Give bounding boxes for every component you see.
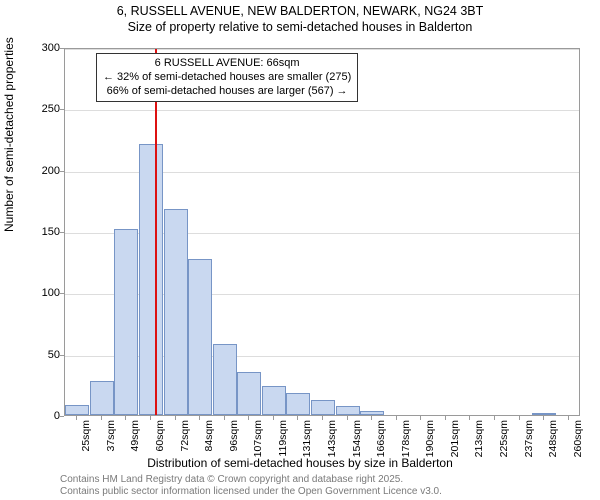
histogram-bar [139, 144, 163, 415]
x-tick-mark [150, 416, 151, 420]
histogram-bar [336, 406, 360, 415]
footer-line2: Contains public sector information licen… [60, 486, 442, 498]
histogram-bar [213, 344, 237, 415]
histogram-bar [262, 386, 286, 415]
x-tick-label: 37sqm [105, 420, 117, 460]
y-tick-label: 100 [30, 287, 60, 299]
x-tick-label: 237sqm [523, 420, 535, 460]
y-tick-mark [60, 109, 64, 110]
y-tick-mark [60, 293, 64, 294]
x-tick-mark [224, 416, 225, 420]
histogram-bar [188, 259, 212, 415]
annotation-line3: 66% of semi-detached houses are larger (… [103, 85, 351, 99]
x-tick-label: 60sqm [154, 420, 166, 460]
x-tick-mark [568, 416, 569, 420]
x-tick-label: 107sqm [252, 420, 264, 460]
footer-line1: Contains HM Land Registry data © Crown c… [60, 474, 442, 486]
x-tick-label: 72sqm [179, 420, 191, 460]
annotation-line2: ← 32% of semi-detached houses are smalle… [103, 71, 351, 85]
x-tick-mark [248, 416, 249, 420]
x-tick-label: 131sqm [301, 420, 313, 460]
x-tick-mark [297, 416, 298, 420]
x-tick-mark [420, 416, 421, 420]
x-tick-mark [273, 416, 274, 420]
y-tick-mark [60, 232, 64, 233]
chart-title-block: 6, RUSSELL AVENUE, NEW BALDERTON, NEWARK… [0, 0, 600, 35]
grid-line [65, 49, 579, 50]
x-tick-label: 225sqm [498, 420, 510, 460]
histogram-bar [360, 411, 384, 415]
y-tick-label: 300 [30, 42, 60, 54]
x-tick-label: 84sqm [203, 420, 215, 460]
x-tick-label: 166sqm [375, 420, 387, 460]
x-tick-mark [322, 416, 323, 420]
x-tick-mark [175, 416, 176, 420]
x-tick-mark [519, 416, 520, 420]
x-tick-label: 119sqm [277, 420, 289, 460]
histogram-bar [114, 229, 138, 415]
x-tick-mark [101, 416, 102, 420]
x-tick-mark [125, 416, 126, 420]
reference-marker-line [155, 49, 157, 415]
x-tick-mark [543, 416, 544, 420]
x-tick-label: 201sqm [449, 420, 461, 460]
x-tick-mark [445, 416, 446, 420]
x-tick-label: 49sqm [129, 420, 141, 460]
x-tick-mark [347, 416, 348, 420]
histogram-bar [164, 209, 188, 415]
y-tick-mark [60, 171, 64, 172]
x-tick-label: 96sqm [228, 420, 240, 460]
x-tick-label: 190sqm [424, 420, 436, 460]
x-tick-label: 154sqm [351, 420, 363, 460]
y-tick-label: 250 [30, 103, 60, 115]
y-tick-mark [60, 355, 64, 356]
x-tick-label: 248sqm [547, 420, 559, 460]
marker-annotation-box: 6 RUSSELL AVENUE: 66sqm ← 32% of semi-de… [96, 53, 358, 102]
y-tick-label: 0 [30, 410, 60, 422]
y-tick-label: 50 [30, 349, 60, 361]
chart-title-line2: Size of property relative to semi-detach… [0, 20, 600, 36]
histogram-bar [311, 400, 335, 415]
x-tick-mark [469, 416, 470, 420]
y-tick-mark [60, 48, 64, 49]
grid-line [65, 110, 579, 111]
x-tick-mark [396, 416, 397, 420]
y-tick-label: 200 [30, 165, 60, 177]
x-tick-label: 213sqm [473, 420, 485, 460]
x-tick-label: 25sqm [80, 420, 92, 460]
histogram-bar [286, 393, 310, 415]
x-tick-label: 178sqm [400, 420, 412, 460]
histogram-bar [65, 405, 89, 415]
x-tick-mark [76, 416, 77, 420]
chart-title-line1: 6, RUSSELL AVENUE, NEW BALDERTON, NEWARK… [0, 4, 600, 20]
x-tick-label: 260sqm [572, 420, 584, 460]
annotation-line1: 6 RUSSELL AVENUE: 66sqm [103, 57, 351, 71]
x-tick-mark [494, 416, 495, 420]
x-tick-mark [199, 416, 200, 420]
y-axis-label: Number of semi-detached properties [2, 37, 16, 232]
histogram-plot-area: 6 RUSSELL AVENUE: 66sqm ← 32% of semi-de… [64, 48, 580, 416]
y-tick-label: 150 [30, 226, 60, 238]
histogram-bar [90, 381, 114, 415]
x-tick-label: 143sqm [326, 420, 338, 460]
x-tick-mark [371, 416, 372, 420]
y-tick-mark [60, 416, 64, 417]
chart-footer: Contains HM Land Registry data © Crown c… [60, 474, 442, 498]
histogram-bar [532, 413, 556, 415]
histogram-bar [237, 372, 261, 415]
